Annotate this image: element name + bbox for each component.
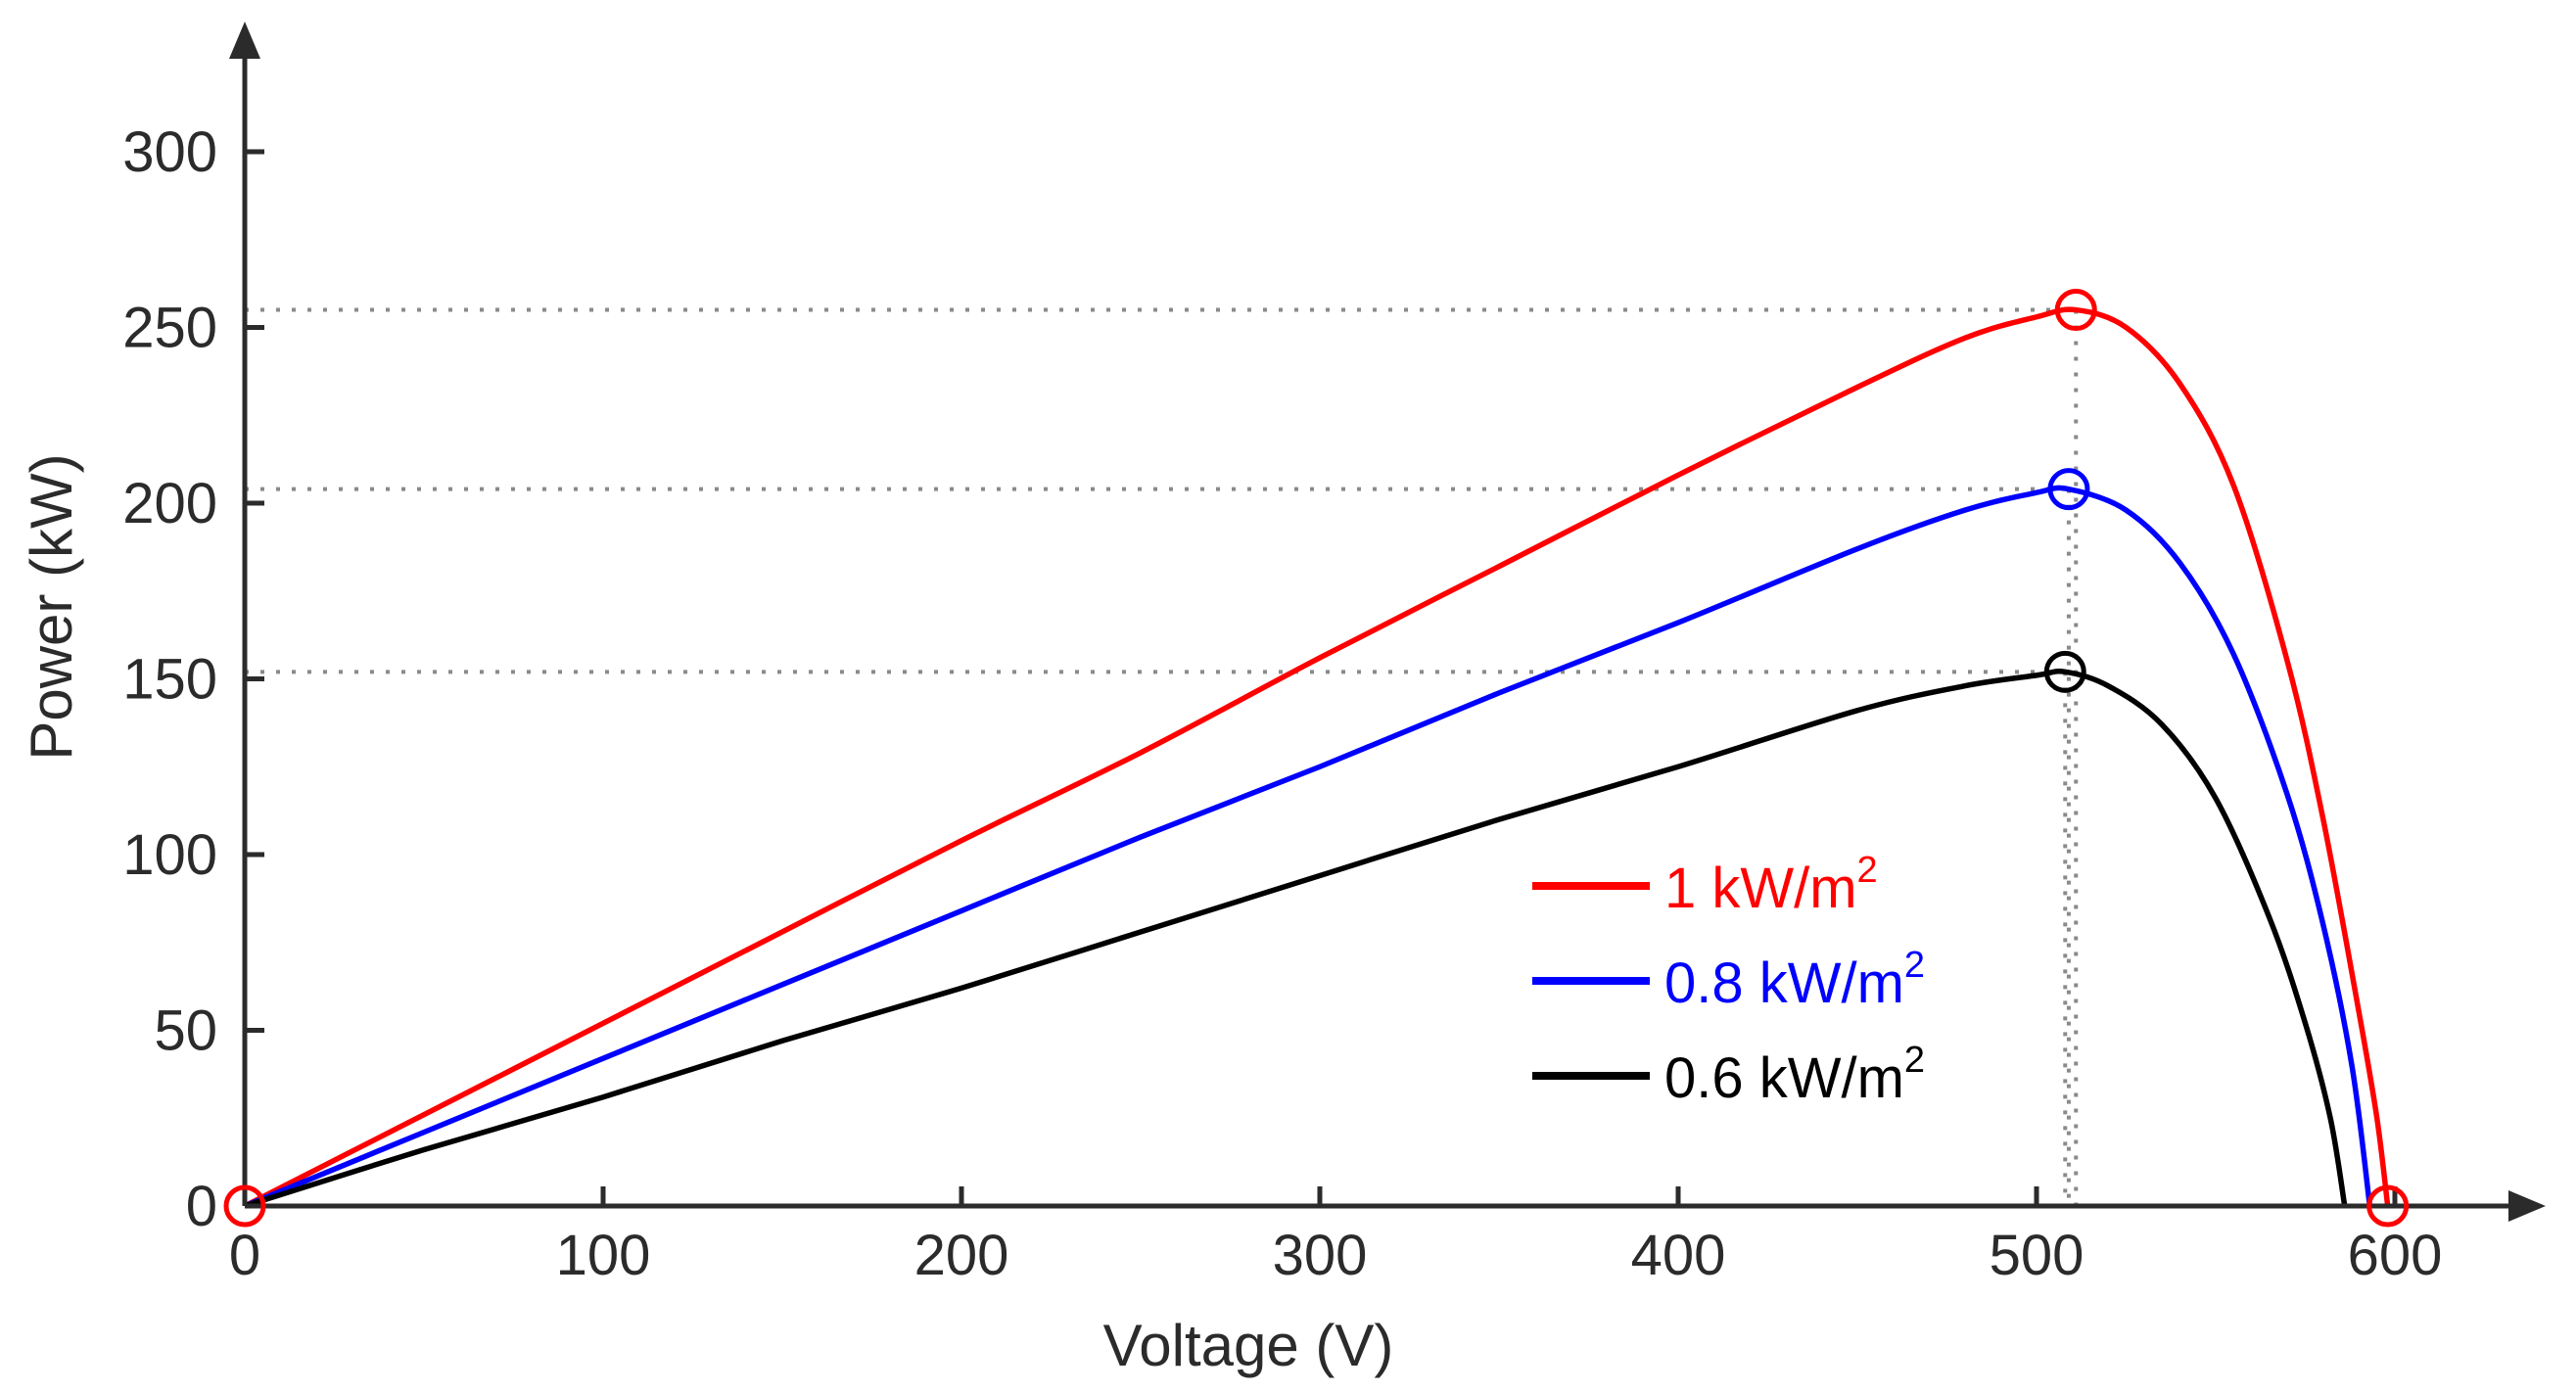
y-tick-label: 100 — [122, 823, 217, 887]
legend-label-2: 0.6 kW/m2 — [1664, 1040, 1925, 1110]
y-tick-label: 50 — [154, 999, 217, 1063]
x-axis-arrow-icon — [2508, 1190, 2546, 1222]
point-markers — [223, 289, 2410, 1228]
y-axis-arrow-icon — [229, 22, 260, 59]
y-tick-label: 300 — [122, 120, 217, 184]
y-tick-label: 150 — [122, 648, 217, 712]
y-tick-label: 200 — [122, 472, 217, 535]
y-tick-label: 250 — [122, 297, 217, 360]
voc-marker — [2366, 1184, 2410, 1228]
origin-marker — [223, 1184, 266, 1228]
mpp-guide-lines — [245, 307, 2079, 1206]
axes — [229, 22, 2546, 1222]
y-axis-title: Power (kW) — [19, 453, 84, 760]
x-tick-label: 100 — [556, 1224, 651, 1287]
series-lines — [243, 306, 2391, 1209]
series-line-2 — [244, 669, 2348, 1209]
legend-label-superscript: 2 — [1857, 850, 1878, 891]
series-line-0 — [243, 306, 2391, 1209]
tick-marks: 0 100 200 300 400 500 600 0 50 100 150 200 250 300 — [122, 120, 2442, 1287]
mpp-marker-2 — [2043, 650, 2086, 693]
legend-label-superscript: 2 — [1904, 1040, 1925, 1081]
legend-label-superscript: 2 — [1904, 945, 1925, 986]
y-tick-label: 0 — [186, 1175, 217, 1238]
x-axis-title: Voltage (V) — [1103, 1313, 1394, 1378]
legend-label-1: 0.8 kW/m2 — [1664, 945, 1925, 1015]
legend-label-0: 1 kW/m2 — [1664, 850, 1878, 920]
series-line-1 — [243, 485, 2373, 1209]
legend: 1 kW/m2 0.8 kW/m2 0.6 kW/m2 — [1532, 850, 1925, 1110]
mpp-marker-0 — [2054, 289, 2097, 332]
x-tick-label: 0 — [229, 1224, 260, 1287]
x-tick-label: 400 — [1631, 1224, 1726, 1287]
x-tick-label: 300 — [1273, 1224, 1368, 1287]
x-tick-label: 200 — [914, 1224, 1009, 1287]
mpp-marker-1 — [2047, 468, 2090, 511]
x-tick-label: 500 — [1990, 1224, 2084, 1287]
x-tick-label: 600 — [2348, 1224, 2443, 1287]
